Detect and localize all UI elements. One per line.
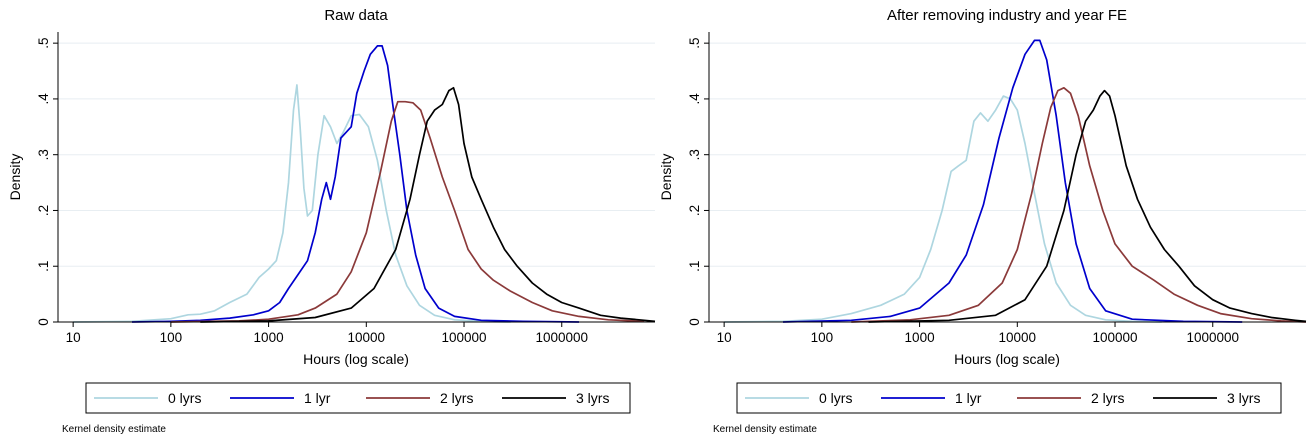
x-ticks: 10 100 1000 10000 100000 1000000 [66, 322, 588, 345]
series-lines [724, 39, 1307, 323]
y-tick-label: .5 [36, 38, 51, 49]
x-tick-label: 100 [811, 330, 834, 345]
x-tick-label: 1000 [254, 330, 284, 345]
y-tick-label: .4 [36, 93, 51, 105]
chart-title: After removing industry and year FE [887, 7, 1127, 24]
series-line-1-lyr [131, 45, 580, 323]
legend-label: 0 lyrs [168, 390, 201, 406]
series-line-3-lyrs [200, 86, 656, 323]
x-tick-label: 10000 [348, 330, 386, 345]
y-ticks: 0 .1 .2 .3 .4 .5 [36, 38, 58, 326]
y-axis-label: Density [7, 154, 23, 201]
series-lines [73, 45, 656, 323]
legend-label: 2 lyrs [440, 390, 473, 406]
y-tick-label: 0 [687, 318, 702, 326]
y-tick-label: 0 [36, 318, 51, 326]
x-tick-label: 10 [66, 330, 81, 345]
note-text: Kernel density estimate [713, 424, 817, 435]
y-tick-label: .1 [36, 261, 51, 272]
x-axis-label: Hours (log scale) [954, 351, 1060, 367]
series-line-2-lyrs [170, 100, 645, 323]
x-tick-label: 100000 [441, 330, 486, 345]
y-tick-label: .4 [687, 93, 702, 105]
legend: 0 lyrs 1 lyr 2 lyrs 3 lyrs [94, 390, 609, 406]
x-tick-label: 100000 [1092, 330, 1137, 345]
x-tick-label: 1000000 [1186, 330, 1239, 345]
y-tick-label: .2 [36, 205, 51, 216]
x-ticks: 10 100 1000 10000 100000 1000000 [717, 322, 1239, 345]
y-tick-label: .3 [36, 149, 51, 160]
x-tick-label: 10 [717, 330, 732, 345]
legend-label: 0 lyrs [819, 390, 852, 406]
plot-background [709, 32, 1306, 322]
plot-background [58, 32, 655, 322]
x-tick-label: 1000 [905, 330, 935, 345]
chart-panel-raw-data: 10 100 1000 10000 100000 1000000 0.1.2.3.4.5 … [7, 7, 656, 435]
legend-label: 3 lyrs [1227, 390, 1260, 406]
chart-title: Raw data [324, 7, 388, 24]
chart-panel-after-fe: 10 100 1000 10000 100000 1000000 0.1.2.3.4.5 … [658, 7, 1307, 435]
legend: 0 lyrs 1 lyr 2 lyrs 3 lyrs [745, 390, 1260, 406]
y-tick-label: .1 [687, 261, 702, 272]
series-line-0-lyrs [724, 95, 1162, 323]
series-line-0-lyrs [73, 84, 511, 323]
y-tick-label: .2 [687, 205, 702, 216]
y-ticks: 0 .1 .2 .3 .4 .5 [687, 38, 709, 326]
series-line-2-lyrs [851, 86, 1307, 323]
note-text: Kernel density estimate [62, 424, 166, 435]
legend-label: 2 lyrs [1091, 390, 1124, 406]
x-tick-label: 100 [160, 330, 183, 345]
legend-label: 3 lyrs [576, 390, 609, 406]
y-axis-label: Density [658, 154, 674, 201]
y-tick-label: .5 [687, 38, 702, 49]
series-line-3-lyrs [868, 89, 1307, 323]
x-tick-label: 10000 [999, 330, 1037, 345]
series-line-1-lyr [782, 39, 1243, 323]
legend-label: 1 lyr [304, 390, 331, 406]
x-axis-label: Hours (log scale) [303, 351, 409, 367]
legend-label: 1 lyr [955, 390, 982, 406]
y-tick-label: .3 [687, 149, 702, 160]
x-tick-label: 1000000 [535, 330, 588, 345]
